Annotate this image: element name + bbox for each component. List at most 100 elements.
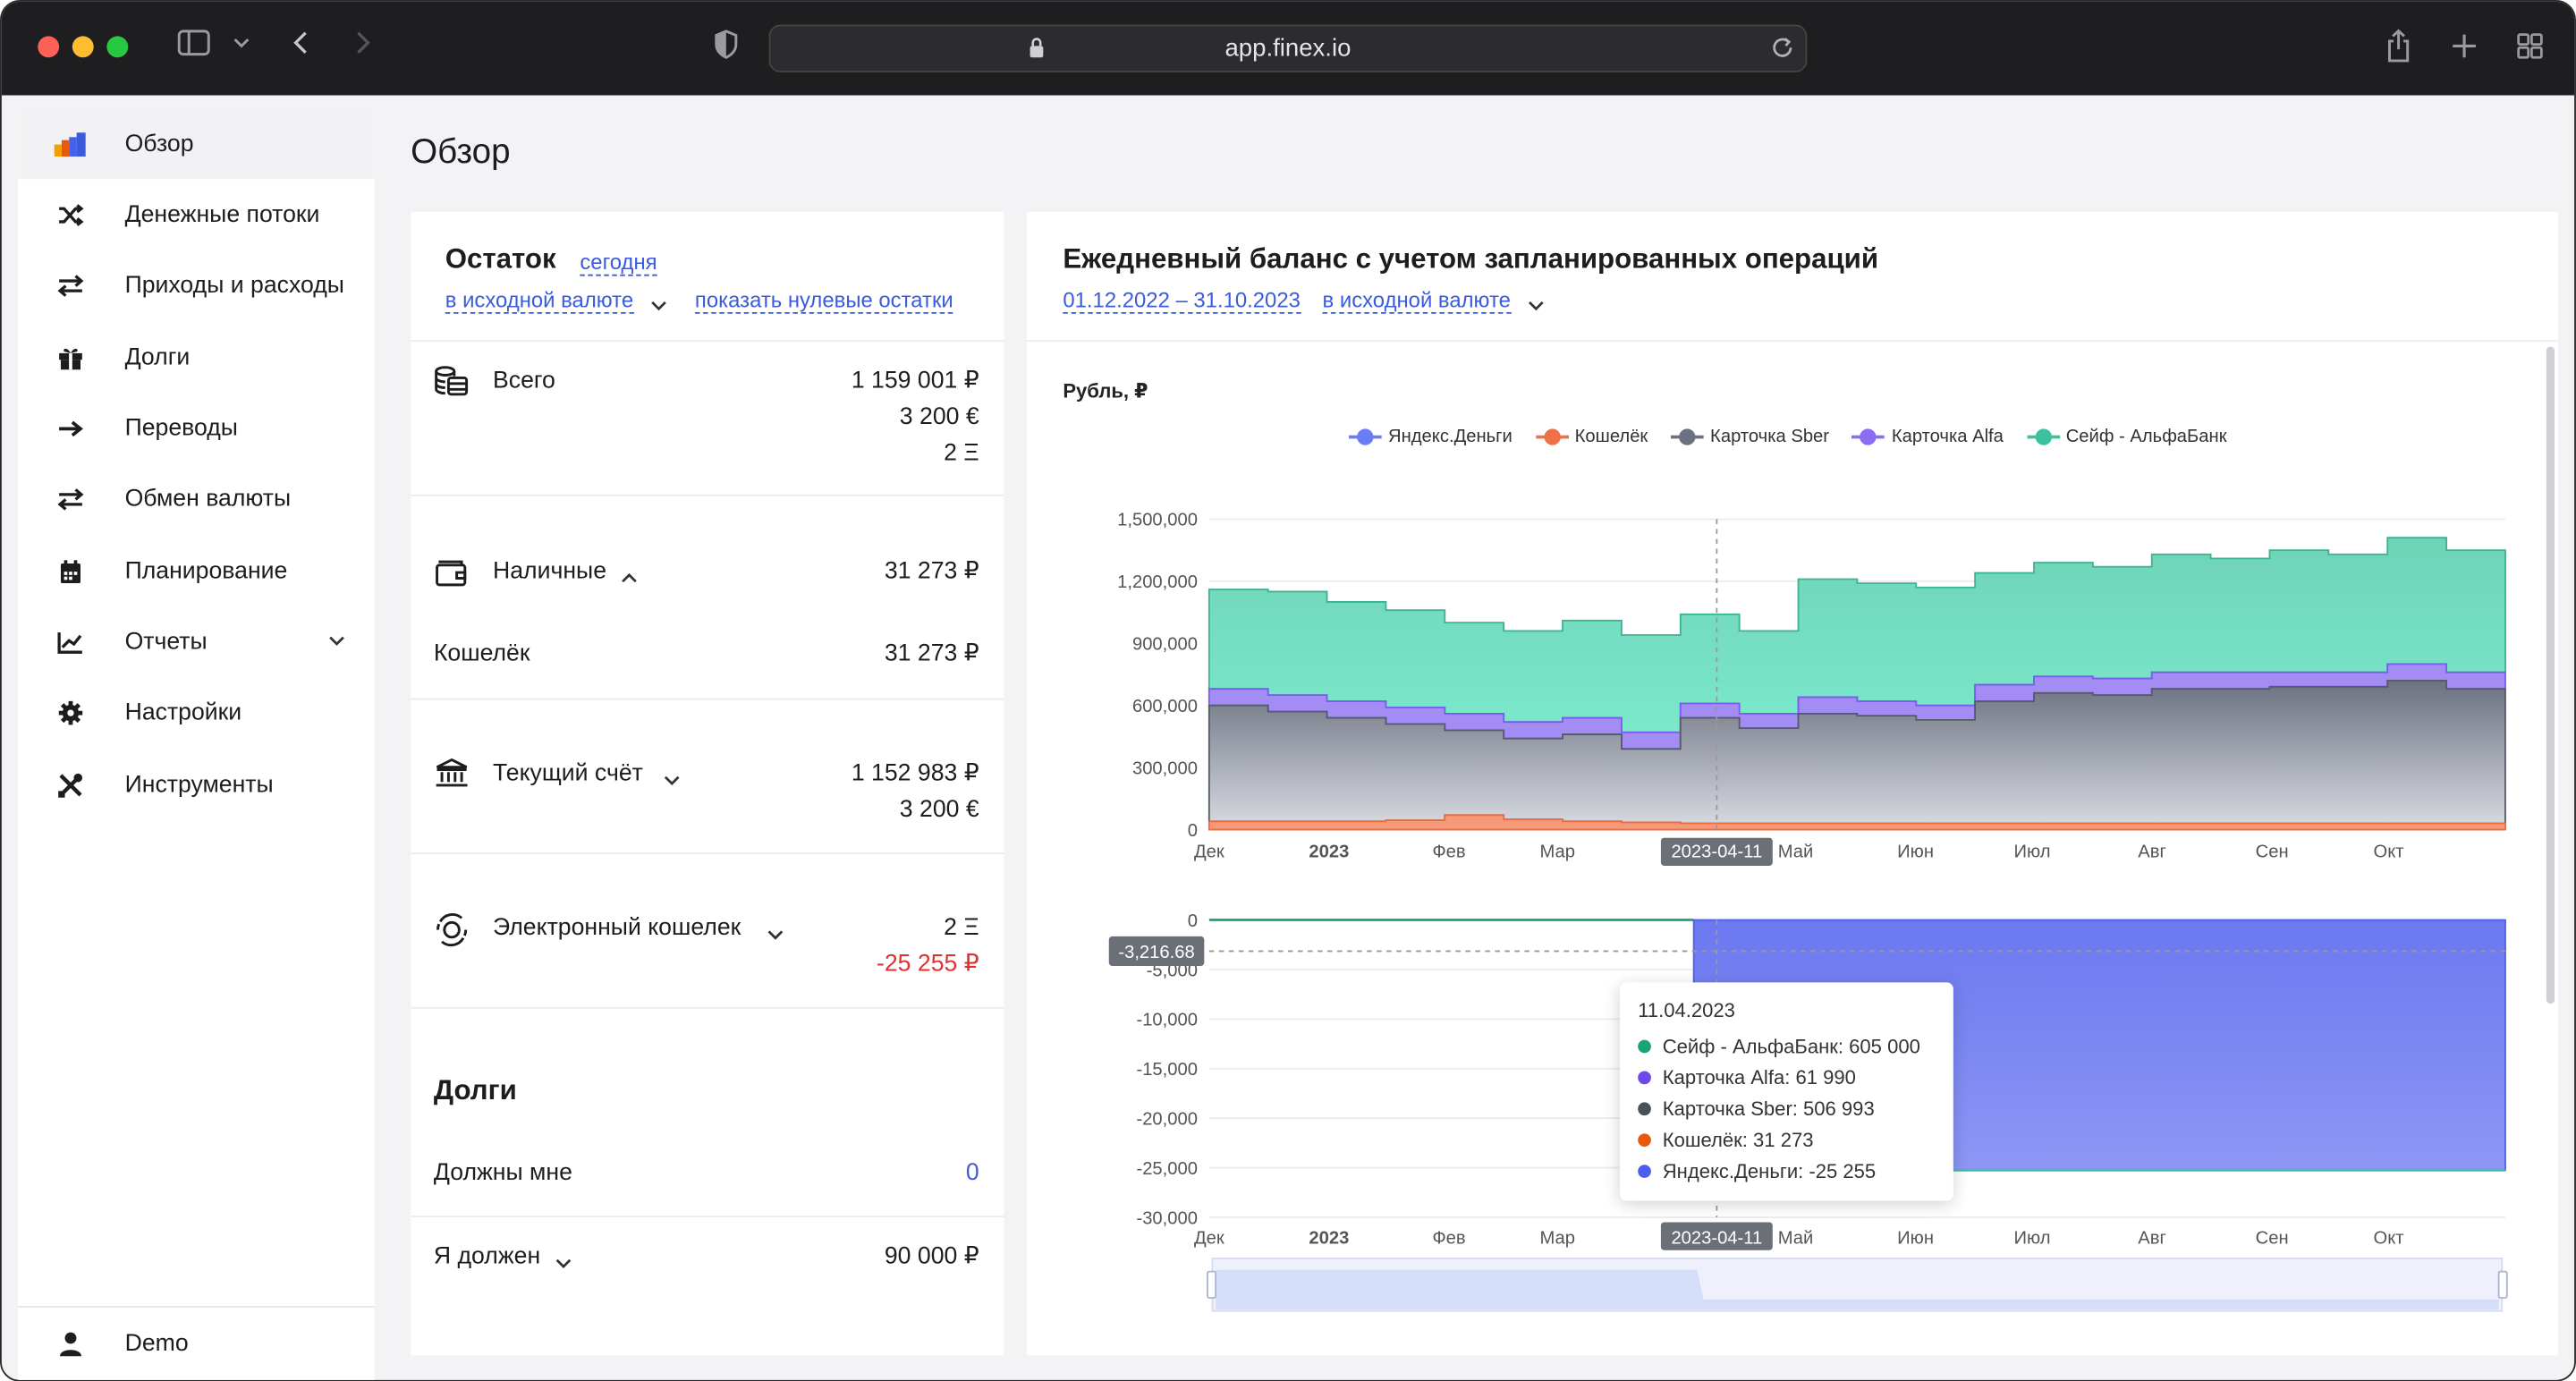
zoom-window-button[interactable] — [106, 36, 129, 58]
chart-currency-link[interactable]: в исходной валюте — [1322, 287, 1511, 314]
legend-item[interactable]: Кошелёк — [1535, 428, 1648, 447]
chart-unit-label: Рубль, ₽ — [1063, 379, 1148, 402]
share-icon[interactable] — [2380, 28, 2416, 67]
group-cash-value: 31 273 ₽ — [884, 558, 979, 585]
upper-y-tick-label: 1,500,000 — [1117, 511, 1198, 530]
legend-item[interactable]: Карточка Sber — [1670, 427, 1830, 447]
tooltip-row-text: Яндекс.Деньги: -25 255 — [1662, 1158, 1877, 1182]
sidebar-item-settings[interactable]: Настройки — [18, 677, 375, 748]
lower-x-tick-label: Мар — [1539, 1228, 1574, 1248]
sidebar-item-label: Настройки — [124, 699, 242, 725]
lower-x-tick-label: Авг — [2138, 1228, 2166, 1248]
account-wallet-label[interactable]: Кошелёк — [433, 640, 530, 667]
chevron-down-icon[interactable] — [228, 28, 254, 67]
lower-x-tick-label: Дек — [1194, 1228, 1224, 1248]
group-ewallet-toggle[interactable]: Электронный кошелек — [493, 915, 741, 942]
tooltip-row: Яндекс.Деньги: -25 255 — [1638, 1155, 1935, 1186]
calendar-icon — [55, 555, 88, 588]
sidebar-item-cashflow[interactable]: Денежные потоки — [18, 179, 375, 250]
upper-y-tick-label: 1,200,000 — [1117, 572, 1198, 592]
chevron-down-icon[interactable] — [328, 631, 344, 651]
chevron-down-icon[interactable] — [555, 1249, 572, 1278]
back-icon[interactable] — [284, 28, 318, 67]
legend-label: Яндекс.Деньги — [1388, 427, 1513, 447]
owed-to-me-label[interactable]: Должны мне — [433, 1159, 572, 1187]
i-owe-toggle[interactable]: Я должен — [433, 1243, 541, 1270]
legend-item[interactable]: Сейф - АльфаБанк — [2026, 428, 2227, 447]
shuffle-icon — [55, 198, 88, 231]
sidebar-item-transfers[interactable]: Переводы — [18, 393, 375, 463]
lower-y-tick-label: 0 — [1188, 911, 1198, 931]
lower-x-tick-label: Окт — [2374, 1228, 2404, 1248]
divider — [411, 698, 1004, 700]
minimize-window-button[interactable] — [72, 36, 94, 58]
sidebar: Обзор Денежные потоки Приходы и расходы … — [18, 108, 375, 1380]
group-ewallet-value-eth: 2 Ξ — [944, 915, 979, 942]
address-bar[interactable]: app.finex.io — [768, 24, 1808, 72]
upper-y-tick-label: 300,000 — [1132, 758, 1198, 778]
url-text: app.finex.io — [1224, 34, 1352, 63]
divider — [411, 494, 1004, 496]
zoom-slider-handle-left — [1207, 1270, 1217, 1299]
tools-icon — [55, 768, 88, 801]
owed-to-me-value: 0 — [965, 1159, 979, 1187]
chevron-down-icon[interactable] — [650, 291, 666, 320]
lower-x-highlight-label: 2023-04-11 — [1671, 1228, 1762, 1248]
sidebar-item-exchange[interactable]: Обмен валюты — [18, 463, 375, 534]
tooltip-row: Кошелёк: 31 273 — [1638, 1123, 1935, 1155]
chevron-down-icon[interactable] — [664, 766, 680, 795]
zoom-slider-preview — [1216, 1269, 2499, 1309]
sidebar-divider — [18, 1306, 375, 1309]
lower-y-tick-label: -10,000 — [1136, 1011, 1197, 1030]
legend-label: Карточка Alfa — [1891, 427, 2004, 447]
new-tab-icon[interactable] — [2446, 28, 2482, 67]
lower-y-tick-label: -30,000 — [1136, 1208, 1197, 1228]
lower-y-highlight-label: -3,216.68 — [1118, 943, 1194, 962]
shield-icon[interactable] — [709, 28, 742, 67]
sidebar-item-tools[interactable]: Инструменты — [18, 750, 375, 820]
upper-x-tick-label: Авг — [2138, 843, 2166, 862]
ewallet-icon — [434, 911, 470, 947]
forward-icon[interactable] — [347, 28, 380, 67]
upper-y-tick-label: 0 — [1188, 821, 1198, 841]
legend-label: Карточка Sber — [1710, 427, 1830, 447]
sidebar-item-income-expenses[interactable]: Приходы и расходы — [18, 250, 375, 320]
group-current-account-value-rub: 1 152 983 ₽ — [851, 760, 979, 787]
sidebar-item-planning[interactable]: Планирование — [18, 536, 375, 606]
line-chart-icon — [55, 625, 88, 658]
sidebar-item-reports[interactable]: Отчеты — [18, 606, 375, 677]
sidebar-item-overview[interactable]: Обзор — [18, 108, 375, 180]
close-window-button[interactable] — [38, 36, 60, 58]
group-cash-toggle[interactable]: Наличные — [493, 558, 607, 585]
balance-currency-link[interactable]: в исходной валюте — [445, 287, 634, 314]
sidebar-item-debts[interactable]: Долги — [18, 322, 375, 393]
show-zero-balances-link[interactable]: показать нулевые остатки — [694, 287, 953, 314]
chevron-up-icon[interactable] — [621, 563, 637, 593]
upper-x-tick-label: Фев — [1432, 843, 1465, 862]
sidebar-item-label: Приходы и расходы — [124, 271, 344, 299]
chevron-down-icon[interactable] — [767, 920, 784, 950]
sidebar-item-label: Отчеты — [124, 628, 208, 655]
gear-icon — [55, 696, 88, 729]
sidebar-item-label: Переводы — [124, 414, 238, 442]
browser-toolbar: app.finex.io — [1, 1, 2575, 96]
legend-item[interactable]: Яндекс.Деньги — [1348, 427, 1513, 447]
tab-overview-icon[interactable] — [2512, 28, 2547, 67]
upper-x-tick-label: Июн — [1897, 843, 1934, 862]
balance-chart[interactable]: 1,500,000 1,200,000 900,000 600,000 300,000 0… — [1027, 212, 2558, 1355]
lower-x-tick-label: Май — [1778, 1228, 1814, 1248]
group-current-account-toggle[interactable]: Текущий счёт — [493, 760, 643, 787]
upper-x-highlight-badge — [1660, 837, 1773, 866]
chart-scrollbar[interactable] — [2546, 346, 2555, 1004]
divider — [411, 1006, 1004, 1009]
chart-period-link[interactable]: 01.12.2022 – 31.10.2023 — [1063, 287, 1301, 314]
balance-card: Остаток сегодня в исходной валюте показа… — [411, 211, 1004, 1356]
chevron-down-icon[interactable] — [1528, 291, 1544, 320]
legend-item[interactable]: Карточка Alfa — [1852, 428, 2004, 447]
total-value-rub: 1 159 001 ₽ — [851, 368, 979, 394]
reload-icon[interactable] — [1769, 35, 1795, 61]
balance-date-link[interactable]: сегодня — [580, 250, 657, 276]
sidebar-item-user[interactable]: Demo — [18, 1308, 375, 1378]
sidebar-toggle-icon[interactable] — [176, 28, 212, 67]
